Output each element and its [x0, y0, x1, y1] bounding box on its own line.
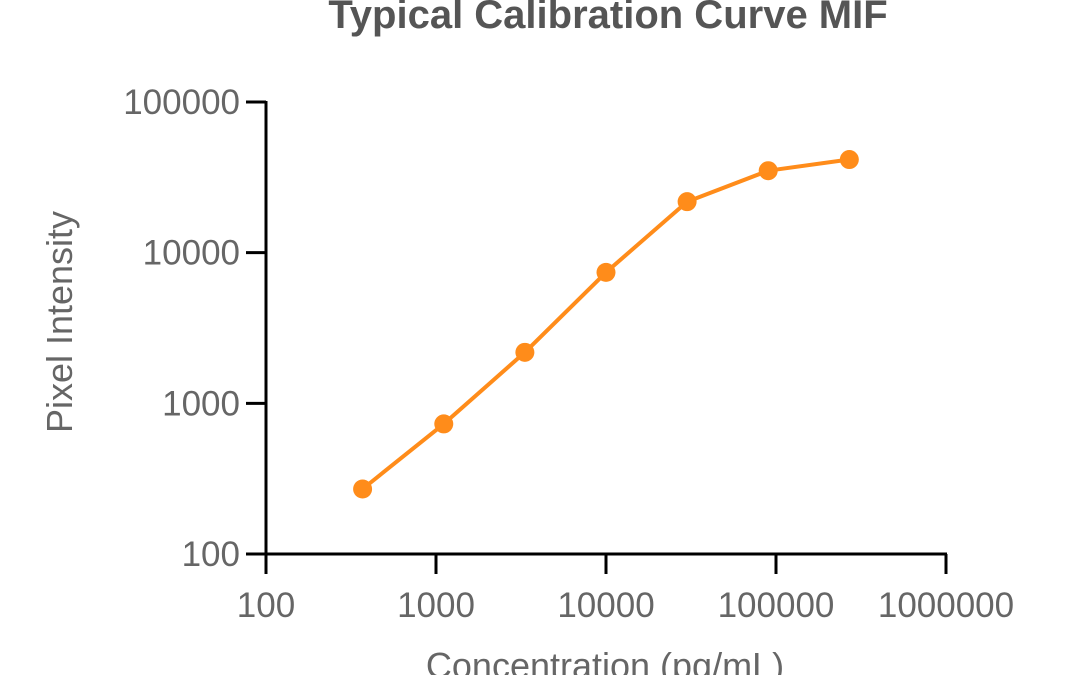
x-tick-label: 10000 — [557, 586, 654, 625]
y-tick-label: 100000 — [123, 83, 240, 122]
chart-title: Typical Calibration Curve MIF — [328, 0, 887, 37]
plot-area: 100 1000 10000 100000 1000000 100 1000 10000 100… — [123, 83, 1014, 625]
x-tick-label: 100 — [237, 586, 295, 625]
x-tick-label: 100000 — [718, 586, 835, 625]
data-point — [758, 161, 778, 181]
y-axis-label: Pixel Intensity — [39, 211, 80, 433]
data-point — [515, 342, 535, 362]
y-tick-label: 10000 — [143, 234, 240, 273]
series-line — [360, 157, 852, 491]
x-tick-label: 1000 — [397, 586, 475, 625]
x-axis-label: Concentration (pg/mL) — [426, 645, 784, 675]
x-tick-label: 1000000 — [878, 586, 1014, 625]
data-point — [839, 150, 859, 170]
data-point — [353, 479, 373, 499]
data-point — [596, 262, 616, 282]
y-tick-label: 100 — [182, 535, 240, 574]
y-tick-label: 1000 — [162, 384, 240, 423]
data-point — [677, 192, 697, 212]
data-point — [434, 414, 454, 434]
